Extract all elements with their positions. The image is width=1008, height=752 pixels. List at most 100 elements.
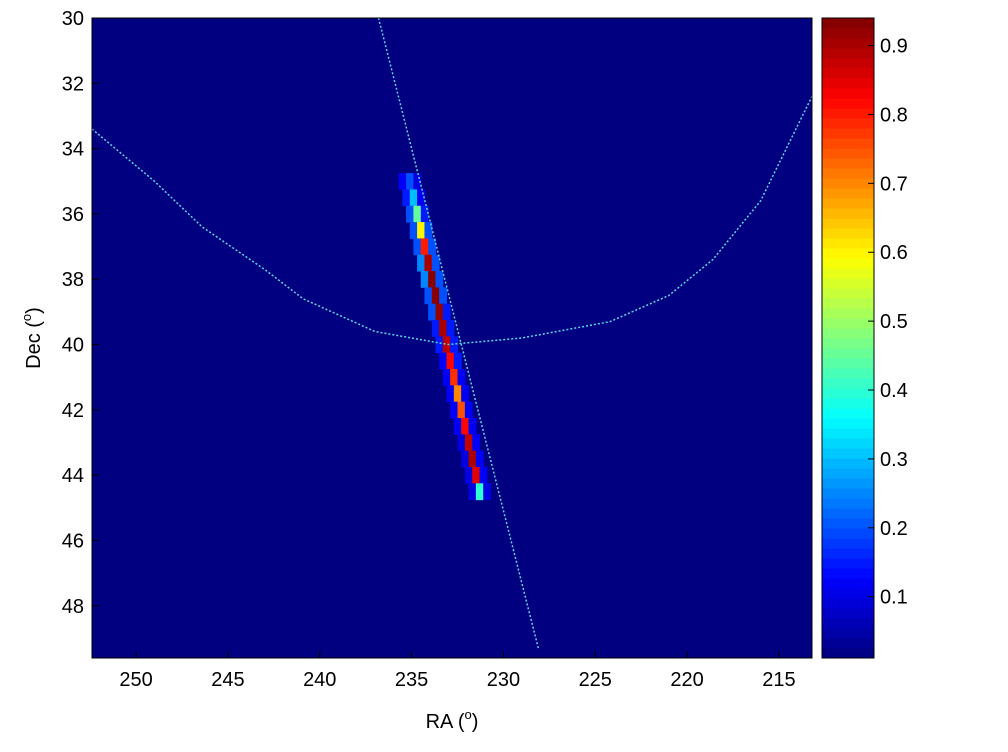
colorbar-step	[822, 48, 874, 59]
heat-cell	[464, 401, 473, 419]
heat-cell	[450, 336, 459, 354]
heat-cell	[417, 254, 425, 272]
colorbar-frame	[821, 17, 875, 659]
heat-cell	[442, 303, 451, 321]
heat-cell	[472, 434, 481, 452]
colorbar-step	[822, 528, 874, 539]
heat-cell	[435, 271, 444, 288]
heat-cell	[428, 303, 436, 321]
heat-cell	[475, 483, 484, 501]
heat-cell	[424, 222, 433, 239]
heat-cell	[420, 271, 429, 288]
colorbar-step	[822, 638, 874, 649]
colorbar-step	[822, 88, 874, 99]
heat-cell	[424, 287, 433, 305]
x-tick-label: 230	[487, 669, 520, 691]
heat-cell	[457, 401, 466, 419]
heat-cell	[472, 466, 481, 484]
overlay-line	[377, 18, 540, 649]
colorbar-step	[822, 418, 874, 429]
heat-cell	[461, 450, 470, 468]
heat-cell	[450, 401, 459, 419]
heat-cell	[479, 466, 488, 484]
colorbar-step	[822, 308, 874, 319]
heat-cell	[483, 483, 492, 501]
heat-cell	[413, 173, 422, 190]
colorbar-step	[822, 278, 874, 289]
colorbar-step	[822, 458, 874, 469]
heat-cell	[464, 466, 473, 484]
colorbar-step	[822, 388, 874, 399]
colorbar-step	[822, 218, 874, 229]
colorbar-step	[822, 198, 874, 209]
colorbar-step	[822, 288, 874, 299]
y-tick-label: 48	[62, 596, 84, 618]
cells	[398, 173, 492, 501]
colorbar-step	[822, 398, 874, 409]
y-label-sup: o	[19, 314, 34, 321]
colorbar-step	[822, 28, 874, 39]
heat-cell	[417, 189, 425, 207]
colorbar-step	[822, 168, 874, 179]
heat-cell	[446, 320, 455, 337]
colorbar-step	[822, 538, 874, 549]
colorbar-tick-label: 0.4	[880, 380, 908, 402]
colorbar-step	[822, 18, 874, 29]
plot-frame	[91, 17, 813, 659]
colorbar-step	[822, 368, 874, 379]
heat-cell	[428, 271, 436, 288]
y-tick-label: 38	[62, 269, 84, 291]
heat-cell	[475, 450, 484, 468]
colorbar-step	[822, 258, 874, 269]
colorbar-step	[822, 478, 874, 489]
colorbar-step	[822, 188, 874, 199]
y-tick-label: 32	[62, 73, 84, 95]
heat-cell	[446, 385, 455, 403]
heat-cell	[457, 434, 466, 452]
colorbar-tick-label: 0.5	[880, 311, 908, 333]
heat-cell	[439, 352, 447, 370]
colorbar-step	[822, 118, 874, 129]
heat-cell	[417, 222, 425, 239]
colorbar-step	[822, 228, 874, 239]
heat-cell	[413, 238, 422, 256]
x-tick-label: 245	[211, 669, 244, 691]
heat-cell	[398, 173, 407, 190]
colorbar-step	[822, 108, 874, 119]
colorbar-step	[822, 78, 874, 89]
y-axis-label: Dec (o)	[19, 307, 45, 369]
x-tick-label: 220	[670, 669, 703, 691]
y-tick-label: 42	[62, 400, 84, 422]
y-tick-label: 46	[62, 530, 84, 552]
colorbar-step	[822, 378, 874, 389]
y-label-close: )	[23, 307, 45, 314]
x-tick-label: 250	[119, 669, 152, 691]
heat-cell	[435, 336, 444, 354]
colorbar-step	[822, 208, 874, 219]
colorbar-step	[822, 628, 874, 639]
heat-cell	[413, 205, 422, 223]
colorbar-step	[822, 468, 874, 479]
heat-cell	[409, 222, 418, 239]
heat-cell	[450, 369, 459, 386]
heat-cell	[453, 385, 462, 403]
colorbar-step	[822, 298, 874, 309]
colorbar-step	[822, 448, 874, 459]
colorbar-step	[822, 648, 874, 659]
heat-cell	[468, 483, 477, 501]
colorbar-step	[822, 488, 874, 499]
colorbar-step	[822, 248, 874, 259]
heat-cell	[406, 205, 414, 223]
colorbar-step	[822, 58, 874, 69]
colorbar-step	[822, 338, 874, 349]
colorbar-step	[822, 158, 874, 169]
heat-cell	[442, 369, 451, 386]
colorbar-step	[822, 268, 874, 279]
x-label-close: )	[472, 711, 479, 733]
heat-cell	[420, 238, 429, 256]
heat-cell	[461, 418, 470, 435]
x-tick-label: 225	[579, 669, 612, 691]
colorbar-tick-label: 0.9	[880, 36, 908, 58]
x-tick-label: 235	[395, 669, 428, 691]
